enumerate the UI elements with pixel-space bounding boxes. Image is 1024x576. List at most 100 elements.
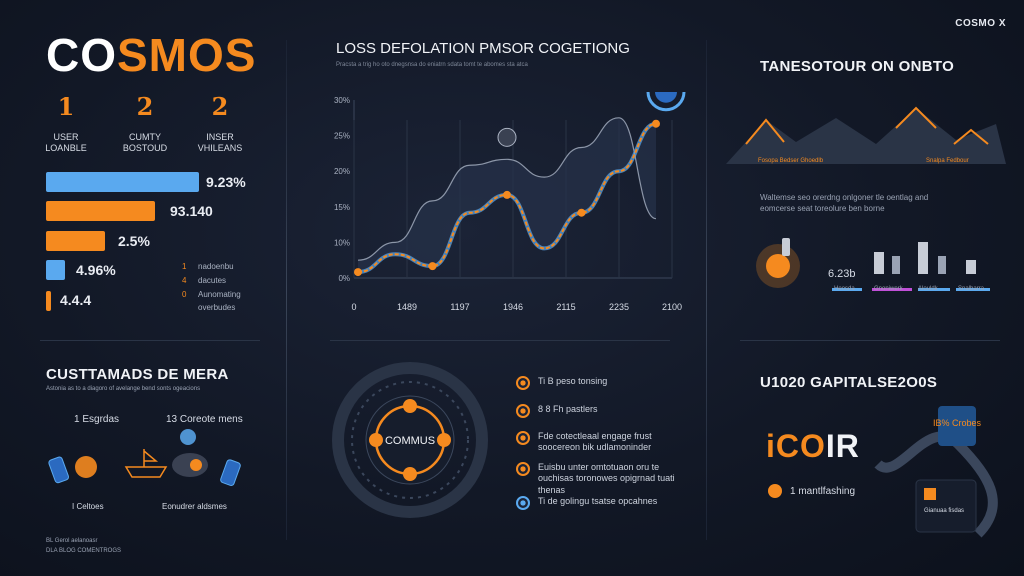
bar-3[interactable] — [46, 231, 105, 251]
cloud-orb-icon — [190, 459, 202, 471]
feature-bullet-icon — [516, 404, 530, 418]
data-point[interactable] — [652, 119, 660, 128]
icoir-logo-b: IR — [825, 428, 860, 464]
rank-line-1: CUMTY — [129, 132, 161, 142]
donut-label: COMMUS — [385, 435, 435, 447]
feature-item[interactable]: Ti B peso tonsing — [516, 376, 607, 390]
donut-graphic: COMMUS — [332, 362, 488, 518]
customs-title: CUSTTAMADS DE MERA — [46, 366, 229, 383]
chart-subtitle: Pracsta a trig ho oto dnegsnsa do eniatr… — [336, 62, 528, 68]
customs-subtitle: Astonia as to a diagoro of avelange bend… — [46, 386, 201, 392]
brand-part-2: SMOS — [117, 29, 257, 81]
donut-node[interactable] — [403, 467, 417, 481]
rank-2: 2 CUMTY BOSTOUD — [115, 92, 175, 155]
legend-key: 4 — [182, 276, 187, 285]
bar-value-5: 4.4.4 — [60, 292, 92, 308]
bar-value-3: 2.5% — [118, 233, 150, 249]
tower-icon — [874, 252, 884, 274]
customs-illustration — [48, 429, 241, 486]
legend-text: Aunomating — [198, 290, 241, 299]
bar-1[interactable] — [46, 172, 199, 192]
legend-row: 0 Aunomating — [182, 290, 241, 299]
rank-3: 2 INSER VHILEANS — [190, 92, 250, 155]
donut-node[interactable] — [403, 399, 417, 413]
x-tick-label: 1489 — [397, 302, 417, 312]
corner-logo[interactable]: COSMO X — [955, 18, 1006, 29]
customs-caption-left: I Celtoes — [72, 502, 104, 511]
rank-number: 2 — [136, 92, 154, 121]
legend-text: nadoenbu — [198, 262, 234, 271]
tour-tag[interactable]: Heosda — [834, 286, 855, 292]
capitals-card[interactable] — [915, 479, 977, 533]
data-point[interactable] — [577, 208, 586, 217]
icoir-logo-a: iCO — [766, 428, 826, 464]
legend-row: 4 dacutes — [182, 276, 226, 285]
tour-tag[interactable]: Gnoniwerk — [874, 286, 903, 292]
peak-label-left: Fosopa Bedser Ghoedlb — [758, 158, 824, 164]
x-tick-label: 2100 — [662, 302, 682, 312]
feature-text: Fde cotectleaal engage frust soocereon b… — [538, 431, 652, 453]
data-point[interactable] — [503, 190, 511, 199]
capitals-card-label: Gianuaa fisdas — [924, 508, 964, 514]
tour-tag[interactable]: Alouldk — [918, 286, 938, 292]
customs-label-right: 13 Coreote mens — [166, 414, 243, 425]
donut-dashed-ring — [351, 381, 469, 499]
mountain-graphic: Fosopa Bedser Ghoedlb Snalpa Fedbour — [726, 106, 1006, 164]
peak-marker-core-icon — [655, 92, 677, 103]
feature-text: Euisbu unter omtotuaon oru te ouchisas t… — [538, 462, 675, 495]
mountain-ridge — [745, 106, 989, 145]
feature-bullet-icon — [516, 462, 530, 476]
footnote-2: DLA BLOG COMENTROGS — [46, 548, 122, 554]
donut-node[interactable] — [437, 433, 451, 447]
y-tick-label: 20% — [334, 167, 350, 176]
peak-marker-icon[interactable] — [646, 92, 686, 112]
feature-text: Ti B peso tonsing — [538, 376, 608, 386]
bar-4[interactable] — [46, 260, 65, 280]
legend-text: overbudes — [198, 303, 236, 312]
right-section-divider — [740, 340, 1000, 341]
brand-title: COSMOS — [46, 28, 256, 82]
x-tick-label: 0 — [351, 302, 356, 312]
data-point[interactable] — [354, 268, 362, 277]
tower-icon — [892, 256, 900, 274]
peak-label-right: Snalpa Fedbour — [926, 158, 969, 164]
bottle-icon — [782, 238, 790, 256]
bar-5[interactable] — [46, 291, 51, 311]
icoir-logo: iCOIR — [766, 428, 860, 465]
tour-stat: 6.23b — [828, 268, 856, 280]
orange-orb-icon — [75, 456, 97, 478]
tower-icon — [938, 256, 946, 274]
feature-item[interactable]: Ti de golingu tsatse opcahnes — [516, 496, 657, 510]
tour-tag[interactable]: Snalbarra — [958, 286, 985, 292]
capitals-label-row[interactable]: 1 mantlfashing — [768, 484, 855, 498]
capitals-label: 1 mantlfashing — [790, 485, 856, 497]
feature-item[interactable]: 8 8 Fh pastlers — [516, 404, 598, 418]
tour-text: Waltemse seo orerdng onlgoner tle oentla… — [760, 193, 929, 214]
feature-text: 8 8 Fh pastlers — [538, 404, 598, 414]
capitals-tag: IB% Crobes — [933, 418, 982, 428]
donut-node[interactable] — [369, 433, 383, 447]
y-tick-label: 15% — [334, 203, 350, 212]
data-point[interactable] — [428, 262, 437, 271]
chart-title: LOSS DEFOLATION PMSOR COGETIONG — [336, 40, 630, 57]
y-tick-label: 30% — [334, 96, 350, 105]
legend-row: overbudes — [182, 303, 235, 312]
tag-underline — [872, 288, 912, 291]
bar-2[interactable] — [46, 201, 155, 221]
tag-underline — [832, 288, 862, 291]
rank-number: 2 — [211, 92, 229, 121]
rank-1: 1 USER LOANBLE — [36, 92, 96, 155]
phone-icon — [220, 459, 241, 486]
feature-item[interactable]: Euisbu unter omtotuaon oru te ouchisas t… — [516, 462, 688, 496]
bar-value-4: 4.96% — [76, 262, 116, 278]
tag-card — [938, 406, 976, 446]
capitals-illustration: IB% Crobes Gianuaa fisdas — [874, 406, 998, 538]
mid-marker-icon[interactable] — [497, 127, 517, 147]
legend-row: 1 nadoenbu — [182, 262, 234, 271]
feature-item[interactable]: Fde cotectleaal engage frust soocereon b… — [516, 431, 688, 454]
brand-part-1: CO — [46, 29, 117, 81]
rank-line-2: LOANBLE — [45, 143, 87, 154]
globe-icon — [180, 429, 196, 445]
legend-text: dacutes — [198, 276, 227, 285]
series-line-primary — [357, 122, 657, 274]
